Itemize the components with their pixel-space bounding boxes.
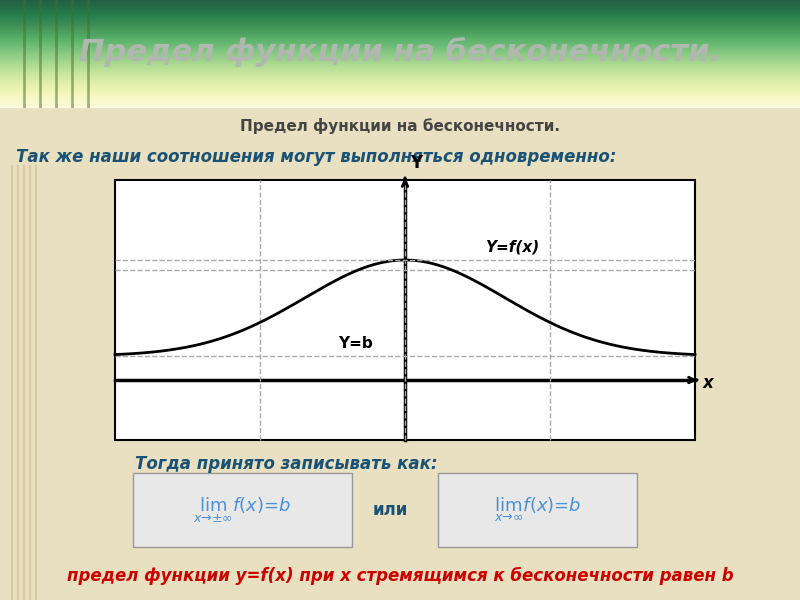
Text: Y=b: Y=b [338, 336, 372, 351]
Text: $\lim_{x \to \pm\infty} f(x) = b$: $\lim_{x \to \pm\infty} f(x) = b$ [194, 496, 291, 524]
Text: или: или [372, 501, 408, 519]
Text: Предел функции на бесконечности.: Предел функции на бесконечности. [240, 118, 560, 134]
Text: Y: Y [410, 154, 422, 172]
Text: x: x [703, 374, 714, 392]
Text: Предел функции на бесконечности.: Предел функции на бесконечности. [79, 37, 721, 67]
FancyBboxPatch shape [438, 473, 637, 547]
Text: Тогда принято записывать как:: Тогда принято записывать как: [135, 455, 438, 473]
Text: предел функции y=f(x) при x стремящимся к бесконечности равен b: предел функции y=f(x) при x стремящимся … [66, 567, 734, 585]
FancyBboxPatch shape [133, 473, 352, 547]
Text: Так же наши соотношения могут выполняться одновременно:: Так же наши соотношения могут выполнятьс… [16, 148, 616, 166]
Text: $\lim_{x \to \infty} f(x) = b$: $\lim_{x \to \infty} f(x) = b$ [494, 496, 582, 524]
FancyBboxPatch shape [115, 180, 695, 440]
Text: Y=f(x): Y=f(x) [485, 240, 539, 255]
